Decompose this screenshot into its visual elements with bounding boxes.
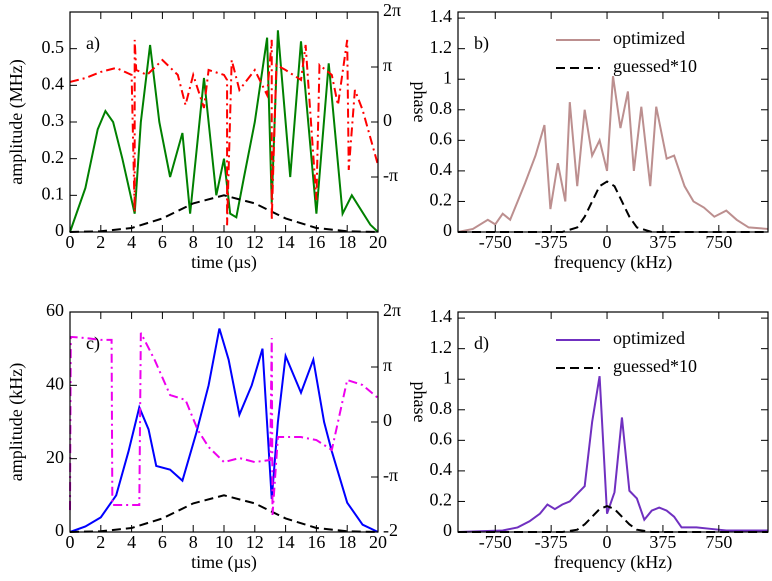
x-tick-label: 375 — [649, 232, 676, 252]
y-tick-label: 0.2 — [430, 190, 453, 210]
y-tick-label: 1 — [443, 67, 452, 87]
y2-tick-label: -π — [383, 165, 398, 185]
x-tick-label: 6 — [158, 532, 167, 552]
y2-axis-label: phase — [410, 82, 430, 123]
x-tick-label: 18 — [338, 232, 356, 252]
y-tick-label: 0.2 — [42, 147, 65, 167]
y2-tick-label: -2 — [383, 520, 398, 540]
panel-label: a) — [86, 33, 100, 54]
panel-label: c) — [86, 333, 100, 354]
x-tick-label: 14 — [277, 232, 295, 252]
series-line — [69, 39, 379, 226]
x-tick-label: 10 — [215, 232, 233, 252]
y-tick-label: 1.4 — [430, 6, 453, 26]
legend-label: optimized — [613, 328, 685, 348]
x-tick-label: 750 — [705, 232, 732, 252]
legend-label: optimized — [613, 28, 685, 48]
x-tick-label: 6 — [158, 232, 167, 252]
y-tick-label: 1 — [443, 367, 452, 387]
y2-axis-label: phase — [410, 382, 430, 423]
series-line — [457, 76, 769, 233]
y2-tick-label: 0 — [383, 110, 392, 130]
y-tick-label: 0.4 — [430, 459, 453, 479]
x-tick-label: -375 — [535, 532, 568, 552]
y-tick-label: 0.4 — [430, 159, 453, 179]
y-axis-label: amplitude (MHz) — [6, 59, 27, 184]
panel-label: b) — [474, 33, 489, 54]
plot-frame — [69, 11, 379, 233]
x-tick-label: 10 — [215, 532, 233, 552]
x-tick-label: 12 — [246, 232, 264, 252]
x-tick-label: 18 — [338, 532, 356, 552]
x-tick-label: -375 — [535, 232, 568, 252]
series-line — [69, 30, 379, 233]
x-tick-label: 20 — [369, 532, 387, 552]
x-tick-label: 16 — [307, 532, 325, 552]
y-tick-label: 40 — [46, 373, 64, 393]
y2-tick-label: 2π — [383, 300, 401, 320]
x-tick-label: 12 — [246, 532, 264, 552]
x-tick-label: 14 — [277, 532, 295, 552]
y-tick-label: 0.4 — [42, 73, 65, 93]
x-tick-label: 8 — [189, 232, 198, 252]
y2-tick-label: 0 — [383, 410, 392, 430]
y2-tick-label: π — [383, 55, 392, 75]
series-line — [69, 332, 379, 516]
y-tick-label: 0.6 — [430, 428, 453, 448]
y2-tick-label: π — [383, 355, 392, 375]
series-line — [69, 194, 379, 233]
y-tick-label: 60 — [46, 300, 64, 320]
y-tick-label: 0.8 — [430, 398, 453, 418]
series-line — [69, 328, 379, 533]
y-tick-label: 0.3 — [42, 110, 65, 130]
x-tick-label: 375 — [649, 532, 676, 552]
x-tick-label: 0 — [66, 232, 75, 252]
series-line — [69, 494, 379, 533]
y2-tick-label: -π — [383, 465, 398, 485]
x-axis-label: time (µs) — [191, 252, 257, 273]
x-tick-label: 2 — [96, 532, 105, 552]
series-line — [458, 504, 768, 533]
y-tick-label: 0.1 — [42, 183, 65, 203]
panel-label: d) — [474, 333, 489, 354]
series-line — [457, 376, 768, 533]
x-tick-label: 16 — [307, 232, 325, 252]
x-axis-label: frequency (kHz) — [554, 252, 672, 273]
x-tick-label: 4 — [127, 532, 136, 552]
x-tick-label: 750 — [705, 532, 732, 552]
legend-label: guessed*10 — [613, 356, 697, 376]
y-tick-label: 1.4 — [430, 306, 453, 326]
plot-frame — [457, 11, 769, 233]
x-tick-label: 8 — [189, 532, 198, 552]
y-tick-label: 0.6 — [430, 128, 453, 148]
y-tick-label: 0 — [443, 220, 452, 240]
y-tick-label: 0.2 — [430, 490, 453, 510]
y-tick-label: 0.5 — [42, 37, 65, 57]
x-axis-label: time (µs) — [191, 552, 257, 573]
y-tick-label: 0 — [443, 520, 452, 540]
y-tick-label: 0 — [55, 220, 64, 240]
x-tick-label: 0 — [603, 232, 612, 252]
x-tick-label: -750 — [479, 232, 512, 252]
legend-label: guessed*10 — [613, 56, 697, 76]
x-tick-label: 0 — [66, 532, 75, 552]
x-tick-label: 4 — [127, 232, 136, 252]
x-tick-label: 20 — [369, 232, 387, 252]
y-tick-label: 1.2 — [430, 337, 453, 357]
plot-frame — [457, 311, 769, 533]
x-axis-label: frequency (kHz) — [554, 552, 672, 573]
x-tick-label: 2 — [96, 232, 105, 252]
x-tick-label: 0 — [603, 532, 612, 552]
y2-tick-label: 2π — [383, 0, 401, 20]
y-axis-label: amplitude (kHz) — [6, 363, 27, 481]
y-tick-label: 0.8 — [430, 98, 453, 118]
series-line — [458, 180, 768, 233]
y-tick-label: 0 — [55, 520, 64, 540]
y-tick-label: 1.2 — [430, 37, 453, 57]
x-tick-label: -750 — [479, 532, 512, 552]
y-tick-label: 20 — [46, 447, 64, 467]
